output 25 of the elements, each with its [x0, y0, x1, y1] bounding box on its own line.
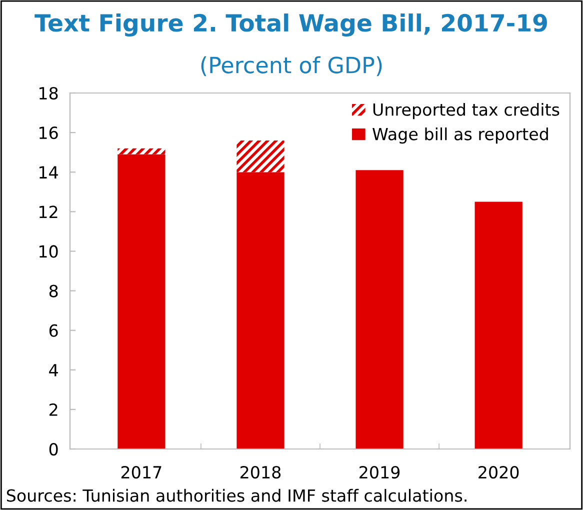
y-tick-label: 16	[40, 126, 58, 140]
x-tick-label: 2020	[478, 466, 519, 479]
legend-label: Unreported tax credits	[373, 103, 560, 120]
chart-title: Text Figure 2. Total Wage Bill, 2017-19	[34, 13, 547, 37]
x-tick-label: 2018	[240, 466, 281, 479]
y-tick-label: 2	[50, 403, 58, 416]
chart-subtitle: (Percent of GDP)	[201, 56, 382, 76]
bar	[356, 170, 404, 449]
bar	[474, 202, 522, 449]
y-tick-label: 0	[49, 442, 58, 456]
legend-label: Wage bill as reported	[372, 127, 548, 144]
y-tick-label: 4	[49, 364, 58, 376]
source-note: Sources: Tunisian authorities and IMF staff calculations.	[6, 488, 466, 502]
bar	[118, 154, 166, 449]
bar	[236, 140, 284, 172]
bar	[236, 172, 284, 449]
y-tick-label: 10	[40, 245, 58, 258]
y-tick-label: 12	[40, 206, 58, 218]
bar	[118, 148, 166, 154]
y-tick-label: 18	[40, 86, 58, 100]
y-tick-label: 14	[40, 166, 58, 178]
y-tick-label: 6	[49, 324, 58, 337]
x-tick-label: 2019	[360, 466, 400, 479]
x-tick-label: 2017	[121, 466, 162, 479]
y-tick-label: 8	[49, 284, 58, 298]
